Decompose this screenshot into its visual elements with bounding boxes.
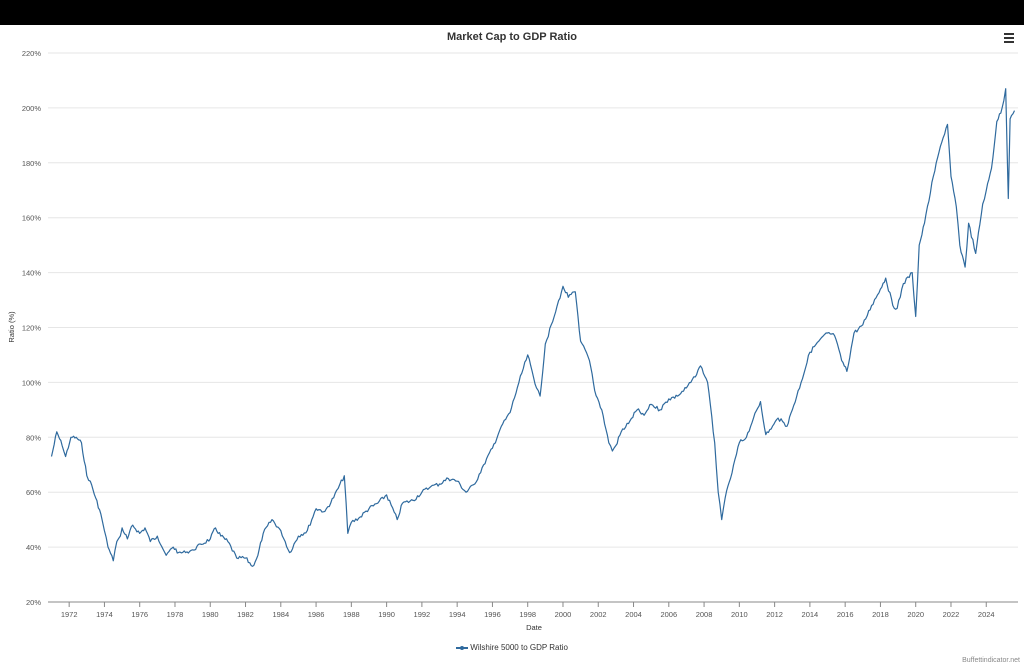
- y-axis-ticks: 20% 40% 60% 80% 100% 120% 140% 160% 180% 200% 220%: [22, 49, 42, 607]
- x-tick-label: 2004: [625, 610, 642, 619]
- legend-item[interactable]: Wilshire 5000 to GDP Ratio: [0, 643, 1024, 652]
- x-tick-label: 1978: [167, 610, 184, 619]
- chart-menu-button[interactable]: [1002, 31, 1018, 45]
- y-tick-label: 180%: [22, 159, 42, 168]
- x-tick-label: 1990: [378, 610, 395, 619]
- x-axis-label: Date: [526, 623, 542, 632]
- x-tick-label: 1986: [308, 610, 325, 619]
- x-tick-label: 1992: [414, 610, 431, 619]
- x-tick-label: 2002: [590, 610, 607, 619]
- x-tick-label: 2022: [943, 610, 960, 619]
- y-tick-label: 80%: [26, 433, 41, 442]
- x-tick-label: 2018: [872, 610, 889, 619]
- menu-bar-icon: [1004, 33, 1014, 35]
- y-tick-label: 140%: [22, 269, 42, 278]
- x-tick-label: 2014: [802, 610, 819, 619]
- x-tick-label: 1982: [237, 610, 254, 619]
- y-tick-label: 40%: [26, 543, 41, 552]
- x-tick-label: 2000: [555, 610, 572, 619]
- series-line: [50, 88, 1016, 567]
- x-tick-label: 1988: [343, 610, 360, 619]
- y-tick-label: 220%: [22, 49, 42, 58]
- x-axis-ticks: 1972 1974 1976 1978 1980 1982 1984 1986 1988 1990…: [61, 602, 995, 619]
- menu-bar-icon: [1004, 41, 1014, 43]
- x-tick-label: 1972: [61, 610, 78, 619]
- x-tick-label: 1976: [131, 610, 148, 619]
- chart-title: Market Cap to GDP Ratio: [447, 31, 577, 43]
- x-tick-label: 2006: [660, 610, 677, 619]
- top-bar: [0, 0, 1024, 25]
- credit-text: Buffettindicator.net: [962, 657, 1020, 664]
- y-tick-label: 60%: [26, 488, 41, 497]
- x-tick-label: 1994: [449, 610, 466, 619]
- x-tick-label: 2010: [731, 610, 748, 619]
- y-tick-label: 160%: [22, 214, 42, 223]
- y-tick-label: 20%: [26, 598, 41, 607]
- x-tick-label: 2012: [766, 610, 783, 619]
- y-tick-label: 120%: [22, 324, 42, 333]
- x-tick-label: 1998: [519, 610, 536, 619]
- x-tick-label: 2020: [907, 610, 924, 619]
- x-tick-label: 1980: [202, 610, 219, 619]
- series-layer: [50, 88, 1016, 567]
- legend-line-icon: [456, 644, 469, 652]
- x-tick-label: 2016: [837, 610, 854, 619]
- x-tick-label: 1996: [484, 610, 501, 619]
- x-tick-label: 2024: [978, 610, 995, 619]
- y-tick-label: 200%: [22, 104, 42, 113]
- x-tick-label: 1974: [96, 610, 113, 619]
- x-tick-label: 2008: [696, 610, 713, 619]
- menu-bar-icon: [1004, 37, 1014, 39]
- y-axis-label: Ratio (%): [7, 311, 16, 343]
- x-tick-label: 1984: [272, 610, 289, 619]
- y-tick-label: 100%: [22, 378, 42, 387]
- legend-label: Wilshire 5000 to GDP Ratio: [470, 643, 568, 652]
- gridlines: [48, 52, 1018, 548]
